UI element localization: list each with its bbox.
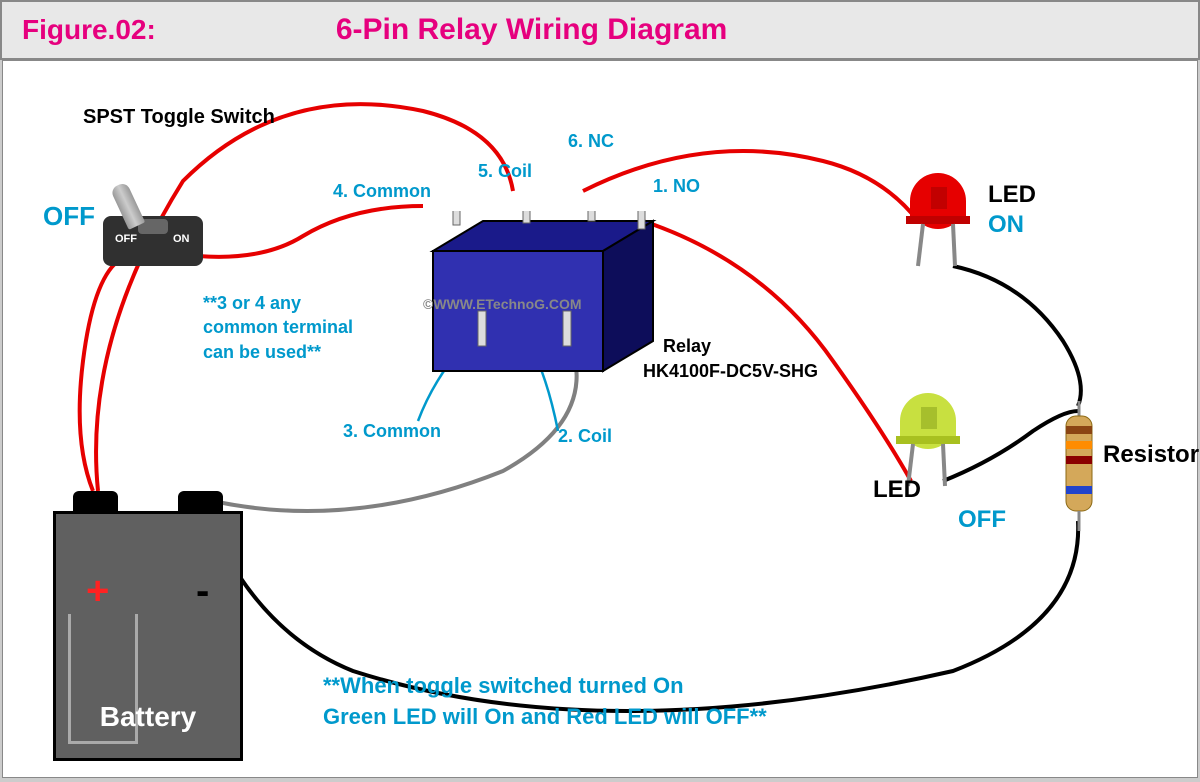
relay	[403, 211, 683, 456]
battery-plus: +	[86, 569, 109, 614]
pin3-label: 3. Common	[343, 421, 441, 442]
pin5-label: 5. Coil	[478, 161, 532, 182]
header-bar: Figure.02: 6-Pin Relay Wiring Diagram	[0, 0, 1200, 60]
led-red-state: ON	[988, 211, 1024, 239]
diagram-canvas: SPST Toggle Switch OFF OFF ON **3 or 4 a…	[2, 60, 1198, 778]
relay-model: HK4100F-DC5V-SHG	[643, 361, 818, 382]
battery-label: Battery	[56, 701, 240, 733]
main-note-line2: Green LED will On and Red LED will OFF**	[323, 702, 767, 733]
relay-svg	[403, 211, 683, 451]
resistor-svg	[1061, 401, 1101, 531]
wire-battery-to-switch	[80, 261, 118, 491]
pin2-label: 2. Coil	[558, 426, 612, 447]
switch-on-text: ON	[173, 233, 190, 245]
battery-minus: -	[196, 569, 209, 614]
common-note: **3 or 4 any common terminal can be used…	[203, 291, 353, 364]
wire-redled-to-resistor	[953, 266, 1081, 406]
main-note-line1: **When toggle switched turned On	[323, 671, 767, 702]
figure-label: Figure.02:	[22, 14, 156, 46]
resistor	[1061, 401, 1101, 536]
pin6-label: 6. NC	[568, 131, 614, 152]
led-green-label: LED	[873, 476, 921, 504]
toggle-switch: OFF ON	[103, 191, 203, 266]
pin1-label: 1. NO	[653, 176, 700, 197]
switch-title: SPST Toggle Switch	[83, 106, 275, 129]
resistor-label: Resistor	[1103, 441, 1199, 469]
led-red-svg	[903, 171, 983, 271]
pin4-label: 4. Common	[333, 181, 431, 202]
main-title: 6-Pin Relay Wiring Diagram	[336, 13, 728, 47]
led-red	[903, 171, 983, 276]
watermark: ©WWW.ETechnoG.COM	[423, 296, 582, 312]
switch-off-text: OFF	[115, 233, 137, 245]
switch-state: OFF	[43, 201, 95, 232]
led-green-state: OFF	[958, 506, 1006, 534]
battery-body: + - Battery	[53, 511, 243, 761]
battery: + - Battery	[53, 481, 243, 761]
main-note: **When toggle switched turned On Green L…	[323, 671, 767, 733]
wire-switch-to-common	[198, 206, 423, 257]
relay-label: Relay	[663, 336, 711, 357]
led-red-label: LED	[988, 181, 1036, 209]
